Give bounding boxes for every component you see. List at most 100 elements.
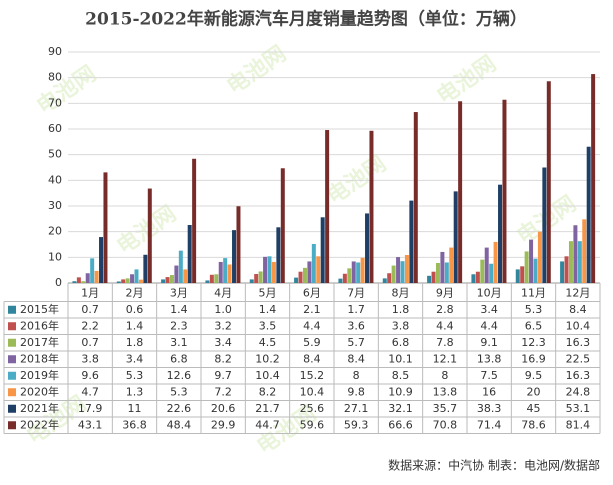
table-cell: 5.7 bbox=[347, 336, 365, 349]
table-cell: 15.2 bbox=[300, 369, 325, 382]
bar bbox=[520, 266, 525, 283]
table-cell: 32.1 bbox=[388, 402, 413, 415]
bar bbox=[409, 200, 414, 283]
bar bbox=[471, 274, 476, 283]
bar bbox=[573, 225, 578, 283]
x-tick-label: 11月 bbox=[521, 286, 546, 299]
legend-label: 2016年 bbox=[20, 318, 59, 332]
table-cell: 1.3 bbox=[126, 385, 144, 398]
bar bbox=[582, 219, 587, 283]
bar bbox=[85, 273, 90, 283]
table-cell: 8.5 bbox=[392, 369, 410, 382]
table-cell: 45 bbox=[527, 402, 541, 415]
bar bbox=[72, 281, 77, 283]
bar bbox=[165, 277, 170, 283]
y-tick-label: 40 bbox=[48, 173, 62, 186]
bar bbox=[546, 81, 551, 283]
table-cell: 17.9 bbox=[78, 402, 103, 415]
table-cell: 10.9 bbox=[388, 385, 413, 398]
bar bbox=[577, 241, 582, 283]
table-cell: 35.7 bbox=[433, 402, 458, 415]
x-tick-label: 4月 bbox=[214, 286, 232, 299]
table-cell: 1.8 bbox=[392, 303, 410, 316]
x-tick-label: 6月 bbox=[303, 286, 321, 299]
table-cell: 8.2 bbox=[259, 385, 277, 398]
y-tick-label: 20 bbox=[48, 225, 62, 238]
table-cell: 3.1 bbox=[170, 336, 188, 349]
bar bbox=[560, 261, 565, 283]
table-cell: 2.8 bbox=[436, 303, 454, 316]
bar bbox=[360, 257, 365, 283]
table-cell: 29.9 bbox=[211, 418, 236, 431]
bar bbox=[307, 261, 312, 283]
bar bbox=[280, 168, 285, 283]
bar bbox=[440, 251, 445, 283]
bar bbox=[396, 257, 401, 283]
bar bbox=[404, 255, 409, 283]
table-cell: 71.4 bbox=[477, 418, 502, 431]
table-cell: 59.3 bbox=[344, 418, 369, 431]
bar bbox=[134, 269, 139, 283]
table-cell: 78.6 bbox=[521, 418, 546, 431]
table-cell: 10.4 bbox=[255, 369, 280, 382]
table-cell: 10.2 bbox=[255, 352, 280, 365]
bar bbox=[187, 224, 192, 283]
bar bbox=[351, 261, 356, 283]
x-tick-label: 7月 bbox=[347, 286, 365, 299]
table-cell: 24.8 bbox=[566, 385, 591, 398]
legend-swatch bbox=[8, 322, 16, 331]
bar bbox=[391, 265, 396, 283]
bar bbox=[183, 269, 188, 283]
bar bbox=[130, 274, 135, 283]
bar bbox=[533, 258, 538, 283]
table-cell: 9.6 bbox=[81, 369, 99, 382]
legend-swatch bbox=[8, 338, 16, 347]
table-cell: 5.9 bbox=[303, 336, 321, 349]
bar bbox=[90, 258, 95, 283]
table-cell: 16.3 bbox=[566, 369, 591, 382]
y-tick-label: 90 bbox=[48, 45, 62, 58]
watermark: 电池网 bbox=[113, 201, 181, 259]
bar bbox=[413, 112, 418, 283]
table-cell: 36.8 bbox=[122, 418, 147, 431]
bar bbox=[435, 262, 440, 283]
y-tick-label: 50 bbox=[48, 148, 62, 161]
x-tick-label: 10月 bbox=[477, 286, 502, 299]
bar bbox=[116, 281, 121, 283]
bar bbox=[431, 271, 436, 283]
table-cell: 5.3 bbox=[525, 303, 543, 316]
bar bbox=[542, 167, 547, 283]
bar bbox=[99, 237, 104, 283]
table-cell: 6.8 bbox=[170, 352, 188, 365]
bar bbox=[214, 274, 219, 283]
bar bbox=[537, 231, 542, 283]
table-cell: 10.4 bbox=[300, 385, 325, 398]
bar bbox=[586, 146, 591, 283]
watermark: 电池网 bbox=[513, 191, 581, 249]
table-cell: 4.4 bbox=[480, 319, 498, 332]
y-tick-label: 30 bbox=[48, 199, 62, 212]
x-tick-label: 2月 bbox=[126, 286, 144, 299]
table-cell: 4.5 bbox=[259, 336, 277, 349]
legend-swatch bbox=[8, 355, 16, 364]
legend-swatch bbox=[8, 404, 16, 413]
bar bbox=[387, 273, 392, 283]
table-cell: 4.4 bbox=[436, 319, 454, 332]
legend-swatch bbox=[8, 388, 16, 397]
bar bbox=[147, 188, 152, 283]
bar bbox=[444, 262, 449, 283]
table-cell: 22.6 bbox=[167, 402, 192, 415]
bar bbox=[489, 263, 494, 283]
y-tick-label: 0 bbox=[55, 276, 62, 289]
bar bbox=[94, 270, 99, 283]
table-cell: 38.3 bbox=[477, 402, 502, 415]
table-cell: 1.8 bbox=[126, 336, 144, 349]
bar bbox=[453, 191, 458, 283]
table-cell: 11 bbox=[128, 402, 142, 415]
source-note: 数据来源：中汽协 制表：电池网/数据部 bbox=[388, 458, 600, 473]
x-tick-label: 9月 bbox=[436, 286, 454, 299]
bar bbox=[271, 261, 276, 283]
table-cell: 2.2 bbox=[81, 319, 99, 332]
table-cell: 10.1 bbox=[388, 352, 413, 365]
table-cell: 4.4 bbox=[303, 319, 321, 332]
